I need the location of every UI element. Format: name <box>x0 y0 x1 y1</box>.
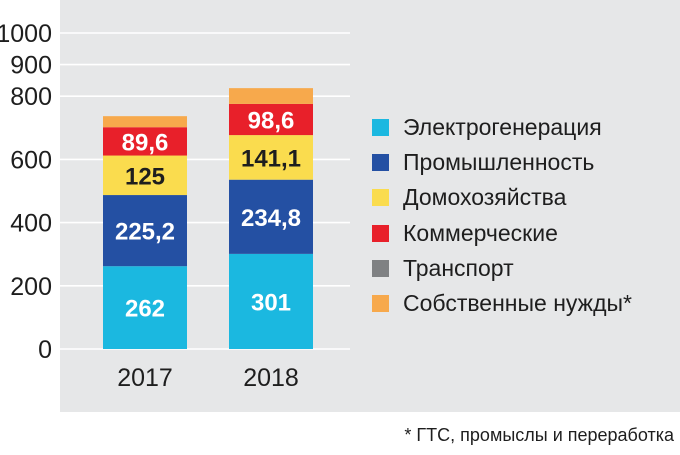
data-label: 234,8 <box>241 205 301 232</box>
bar-segment <box>229 103 313 136</box>
footnote: * ГТС, промыслы и переработка <box>404 425 674 445</box>
legend-swatch <box>372 154 389 172</box>
bar-segment <box>229 135 313 180</box>
bar-segment <box>229 88 313 104</box>
legend-swatch <box>372 224 389 242</box>
x-tick-label: 2017 <box>117 364 173 392</box>
legend: Электрогенерация Промышленность Домохозяйс… <box>372 113 632 324</box>
bar-segment <box>103 116 187 128</box>
data-label: 89,6 <box>122 129 169 156</box>
legend-label: Промышленность <box>403 149 595 176</box>
data-label: 98,6 <box>248 108 295 135</box>
legend-item: Промышленность <box>372 148 632 177</box>
legend-item: Домохозяйства <box>372 183 632 212</box>
data-label: 225,2 <box>115 219 175 246</box>
y-tick-label: 800 <box>10 83 52 111</box>
data-label: 301 <box>251 289 291 316</box>
data-label: 125 <box>125 163 165 190</box>
legend-swatch <box>372 294 389 312</box>
legend-item: Электрогенерация <box>372 113 632 142</box>
bar-segment <box>229 253 313 349</box>
bar-segment <box>103 195 187 267</box>
data-label: 262 <box>125 296 165 323</box>
legend-label: Собственные нужды* <box>403 289 632 316</box>
y-tick-label: 200 <box>10 273 52 301</box>
bar-segment <box>103 127 187 156</box>
legend-item: Собственные нужды* <box>372 289 632 318</box>
legend-label: Транспорт <box>403 254 514 281</box>
legend-label: Домохозяйства <box>403 184 567 211</box>
legend-label: Коммерческие <box>403 219 558 246</box>
bar-segment <box>103 266 187 349</box>
y-tick-label: 1000 <box>0 20 52 48</box>
legend-item: Коммерческие <box>372 219 632 248</box>
x-tick-label: 2018 <box>243 364 299 392</box>
data-label: 141,1 <box>241 145 301 172</box>
bar-segment <box>229 179 313 254</box>
legend-swatch <box>372 119 389 136</box>
legend-label: Электрогенерация <box>403 114 602 140</box>
y-tick-label: 0 <box>38 336 52 364</box>
y-tick-label: 600 <box>10 146 52 174</box>
legend-swatch <box>372 189 389 207</box>
y-tick-label: 400 <box>10 210 52 238</box>
legend-item: Транспорт <box>372 254 632 283</box>
y-tick-label: 900 <box>10 52 52 80</box>
bar-segment <box>103 155 187 196</box>
legend-swatch <box>372 259 389 277</box>
